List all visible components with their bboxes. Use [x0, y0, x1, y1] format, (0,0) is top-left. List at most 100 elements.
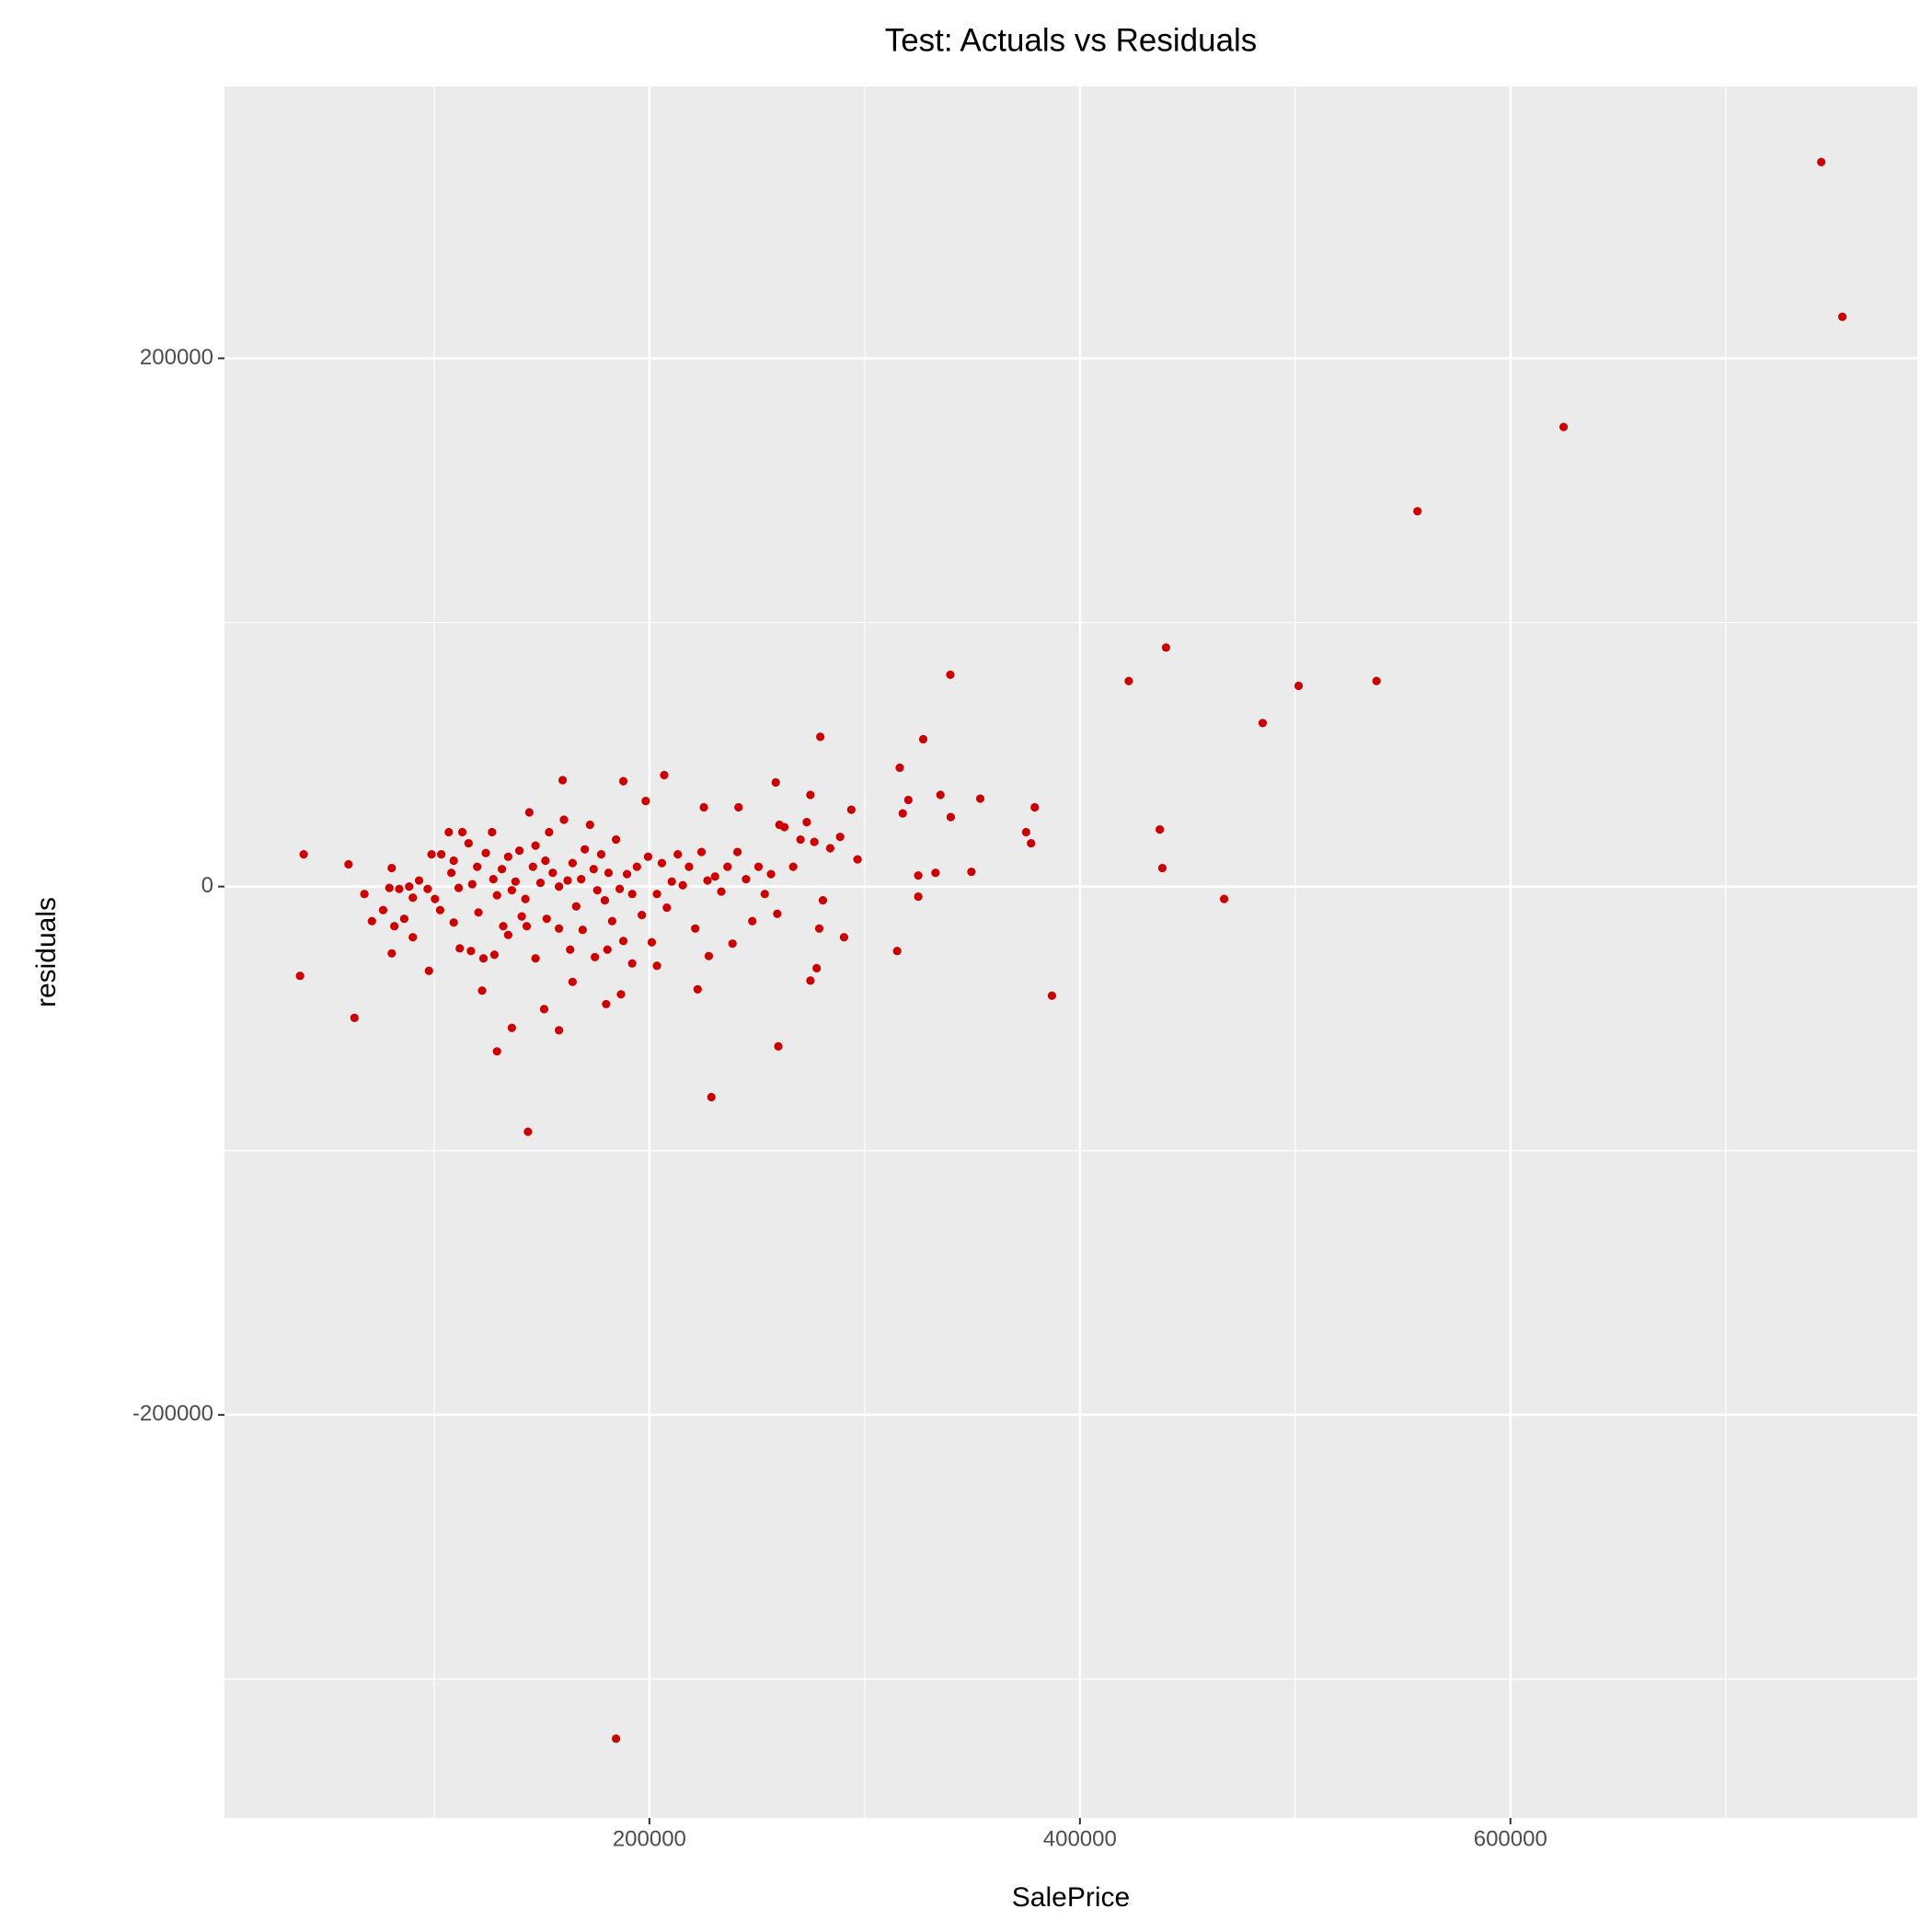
point — [559, 815, 569, 824]
y-axis-title: residuals — [31, 897, 62, 1007]
point — [603, 945, 612, 954]
point — [846, 805, 856, 814]
point — [622, 869, 632, 879]
point — [528, 862, 537, 871]
point — [647, 937, 657, 947]
point — [1558, 422, 1569, 431]
point — [385, 883, 394, 892]
point — [615, 884, 625, 893]
point — [344, 859, 353, 869]
point — [732, 847, 742, 857]
point — [673, 850, 683, 859]
point — [524, 808, 534, 817]
point — [568, 858, 577, 868]
point — [806, 790, 815, 799]
point — [931, 868, 940, 878]
point — [399, 914, 408, 924]
point — [1837, 312, 1847, 321]
point — [810, 837, 819, 846]
point — [449, 856, 458, 866]
point — [492, 1047, 501, 1056]
point — [511, 877, 520, 886]
point — [1413, 507, 1422, 516]
plot-panel — [224, 86, 1917, 1818]
point — [449, 918, 458, 927]
point — [652, 890, 661, 899]
point — [632, 862, 641, 871]
point — [435, 905, 445, 914]
chart-title: Test: Actuals vs Residuals — [885, 22, 1258, 58]
point — [1294, 681, 1304, 691]
point — [825, 844, 835, 853]
point — [678, 880, 687, 890]
point — [531, 841, 540, 850]
point — [466, 947, 476, 956]
point — [499, 922, 508, 931]
point — [507, 1023, 516, 1032]
point — [703, 876, 712, 885]
point — [641, 797, 650, 806]
point — [742, 875, 751, 884]
point — [748, 916, 757, 926]
point — [1372, 676, 1381, 685]
point — [936, 790, 945, 799]
x-tick-label: 200000 — [613, 1826, 686, 1851]
point — [423, 884, 432, 893]
x-axis-title: SalePrice — [1012, 1882, 1130, 1913]
point — [853, 855, 862, 864]
point — [497, 865, 507, 874]
point — [1156, 825, 1165, 834]
point — [295, 972, 305, 981]
point — [503, 852, 512, 861]
point — [555, 882, 564, 891]
point — [723, 862, 732, 871]
point — [414, 876, 424, 885]
point — [662, 903, 672, 913]
point — [734, 802, 743, 812]
point — [405, 882, 414, 891]
point — [1030, 802, 1040, 812]
point — [895, 763, 904, 773]
point — [589, 865, 598, 874]
point — [563, 876, 572, 885]
point — [818, 895, 828, 905]
point — [481, 848, 490, 857]
point — [618, 776, 628, 786]
point — [367, 916, 376, 926]
point — [464, 838, 473, 848]
point — [542, 914, 551, 924]
point — [612, 834, 621, 845]
point — [728, 939, 737, 949]
point — [627, 959, 637, 968]
point — [592, 886, 602, 895]
x-tick-label: 400000 — [1043, 1826, 1117, 1851]
point — [1021, 827, 1030, 837]
point — [455, 944, 465, 953]
point — [571, 902, 581, 911]
point — [548, 868, 558, 878]
point — [918, 734, 928, 744]
point — [521, 894, 530, 903]
point — [946, 812, 956, 822]
point — [591, 952, 600, 961]
point — [691, 924, 700, 933]
point — [814, 924, 824, 933]
y-tick-label: 0 — [201, 873, 213, 898]
point — [898, 809, 907, 818]
point — [766, 869, 776, 879]
point — [652, 961, 661, 971]
point — [696, 847, 707, 857]
point — [643, 852, 653, 861]
point — [299, 850, 308, 859]
point — [600, 895, 610, 905]
point — [903, 795, 913, 805]
point — [796, 834, 805, 845]
point — [535, 879, 546, 888]
point — [489, 875, 498, 884]
point — [707, 1092, 716, 1102]
point — [447, 868, 456, 878]
point — [1124, 676, 1133, 685]
point — [514, 846, 524, 856]
